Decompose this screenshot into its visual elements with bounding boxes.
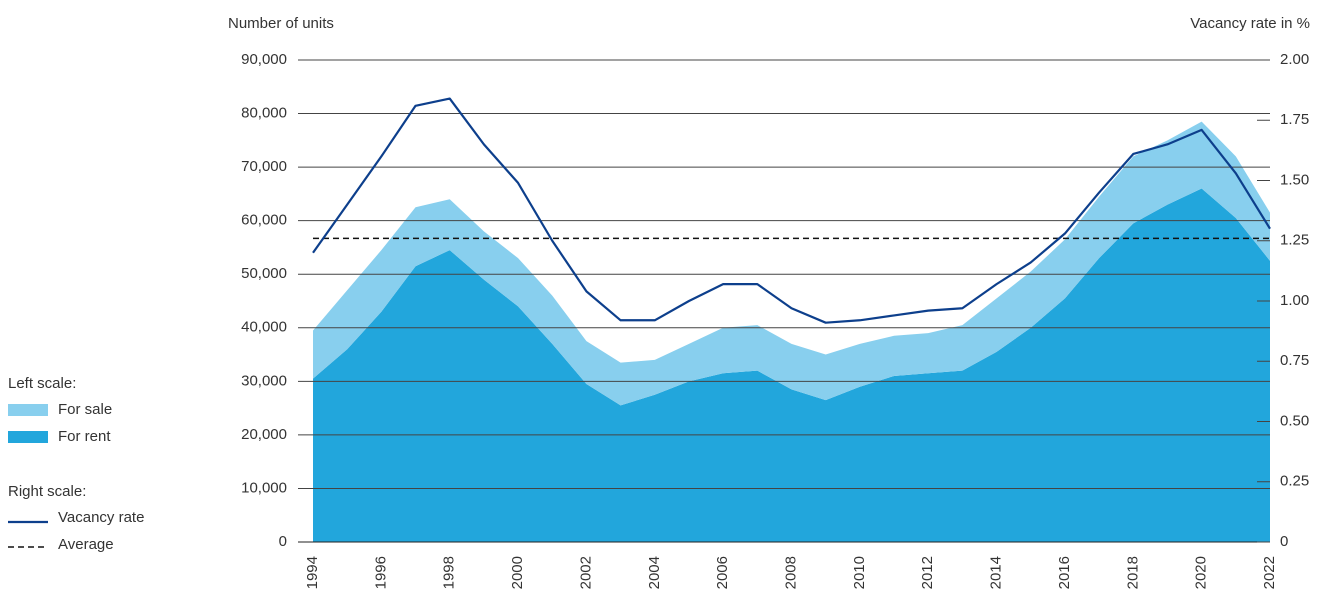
y-tick-label: 40,000	[241, 319, 287, 336]
x-tick-label: 2016	[1056, 556, 1073, 589]
legend-heading: Left scale:	[8, 375, 76, 392]
y-tick-label: 0	[279, 533, 287, 550]
y2-tick-label: 1.75	[1280, 111, 1309, 128]
x-tick-label: 2006	[714, 556, 731, 589]
legend-swatch	[8, 404, 48, 416]
x-tick-label: 2020	[1193, 556, 1210, 589]
y2-tick-label: 0.75	[1280, 352, 1309, 369]
x-tick-label: 2008	[782, 556, 799, 589]
y2-tick-label: 0.50	[1280, 412, 1309, 429]
legend-heading: Right scale:	[8, 483, 86, 500]
x-tick-label: 2012	[919, 556, 936, 589]
x-tick-label: 2022	[1261, 556, 1278, 589]
legend-label: Average	[58, 536, 114, 553]
legend-label: Vacancy rate	[58, 509, 144, 526]
y-tick-label: 80,000	[241, 105, 287, 122]
y-tick-label: 20,000	[241, 426, 287, 443]
x-tick-label: 2002	[577, 556, 594, 589]
y-axis-title: Number of units	[228, 15, 334, 32]
y-tick-label: 30,000	[241, 372, 287, 389]
y-tick-label: 90,000	[241, 51, 287, 68]
y-tick-label: 60,000	[241, 212, 287, 229]
y2-tick-label: 1.25	[1280, 232, 1309, 249]
y2-axis-title: Vacancy rate in %	[1190, 15, 1310, 32]
x-tick-label: 2004	[646, 556, 663, 589]
x-tick-label: 1998	[441, 556, 458, 589]
y-tick-label: 50,000	[241, 265, 287, 282]
y2-tick-label: 0	[1280, 533, 1288, 550]
x-tick-label: 1996	[372, 556, 389, 589]
y2-tick-label: 1.50	[1280, 171, 1309, 188]
x-tick-label: 2000	[509, 556, 526, 589]
legend-label: For rent	[58, 428, 111, 445]
area	[313, 121, 1270, 406]
area	[313, 188, 1270, 543]
x-tick-label: 2018	[1124, 556, 1141, 589]
x-tick-label: 1994	[304, 556, 321, 589]
line	[312, 97, 1271, 324]
x-tick-label: 2014	[988, 556, 1005, 589]
y2-tick-label: 2.00	[1280, 51, 1309, 68]
y2-tick-label: 1.00	[1280, 292, 1309, 309]
legend-label: For sale	[58, 401, 112, 418]
legend-swatch	[8, 431, 48, 443]
y-tick-label: 10,000	[241, 479, 287, 496]
y-tick-label: 70,000	[241, 158, 287, 175]
y2-tick-label: 0.25	[1280, 473, 1309, 490]
x-tick-label: 2010	[851, 556, 868, 589]
